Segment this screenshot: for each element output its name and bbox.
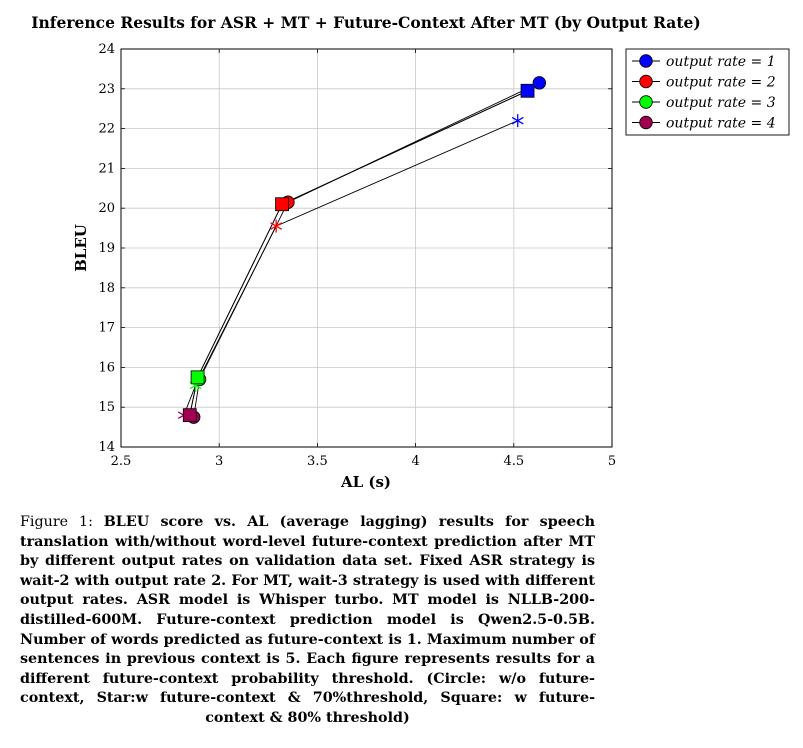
chart: Inference Results for ASR + MT + Future-… [31, 13, 790, 491]
square-marker [275, 197, 289, 212]
y-tick-label: 16 [98, 360, 115, 375]
legend-entry: output rate = 1 [632, 54, 776, 70]
figure-caption: Figure 1: BLEU score vs. AL (average lag… [20, 513, 595, 729]
legend-label: output rate = 3 [666, 95, 776, 111]
caption-prefix: Figure 1: [20, 514, 93, 530]
x-tick-label: 4 [411, 454, 419, 469]
x-tick-label: 5 [608, 454, 616, 469]
series-lines [183, 82, 540, 418]
legend-box [625, 48, 790, 136]
caption-text: BLEU score vs. AL (average lagging) resu… [20, 514, 595, 726]
y-tick-label: 21 [98, 161, 115, 176]
x-tick-label: 3.5 [307, 454, 328, 469]
y-tick-label: 15 [98, 400, 115, 415]
y-tick-label: 14 [98, 440, 115, 455]
y-tick-label: 23 [98, 82, 115, 97]
legend-marker [639, 95, 653, 109]
star-marker [511, 114, 524, 128]
y-tick-label: 19 [98, 241, 115, 256]
legend-entry: output rate = 3 [632, 95, 776, 111]
series-line [189, 90, 528, 416]
x-tick-label: 4.5 [503, 454, 524, 469]
square-marker [182, 408, 197, 423]
legend-marker [639, 54, 653, 68]
x-tick-label: 2.5 [111, 454, 132, 469]
star-marker [270, 219, 283, 233]
legend-label: output rate = 1 [666, 54, 776, 70]
data-markers [177, 76, 547, 424]
y-axis-label: BLEU [72, 224, 90, 272]
y-tick-label: 20 [98, 201, 115, 216]
legend-entry: output rate = 4 [632, 116, 776, 132]
legend-label: output rate = 2 [666, 75, 776, 91]
legend: output rate = 1 output rate = 2 output rat… [625, 48, 790, 136]
x-axis-label: AL (s) [340, 473, 391, 491]
legend-marker [639, 74, 653, 89]
legend-entry: output rate = 2 [632, 75, 776, 91]
y-tick-label: 24 [98, 42, 115, 57]
circle-marker [532, 76, 547, 90]
plot-frame [120, 48, 613, 448]
axes: 2.5 3 3.5 4 4.5 5 14 15 16 17 18 19 20 21 22 23 24 [98, 42, 616, 469]
legend-marker [639, 115, 653, 130]
chart-title: Inference Results for ASR + MT + Future-… [31, 13, 700, 32]
series-line [183, 120, 518, 416]
y-tick-label: 18 [98, 281, 115, 296]
square-marker [190, 370, 205, 385]
square-marker [520, 83, 535, 98]
y-tick-label: 22 [98, 122, 115, 137]
x-tick-label: 3 [215, 454, 223, 469]
y-tick-label: 17 [98, 321, 115, 336]
legend-label: output rate = 4 [666, 116, 776, 132]
series-line [189, 90, 528, 416]
